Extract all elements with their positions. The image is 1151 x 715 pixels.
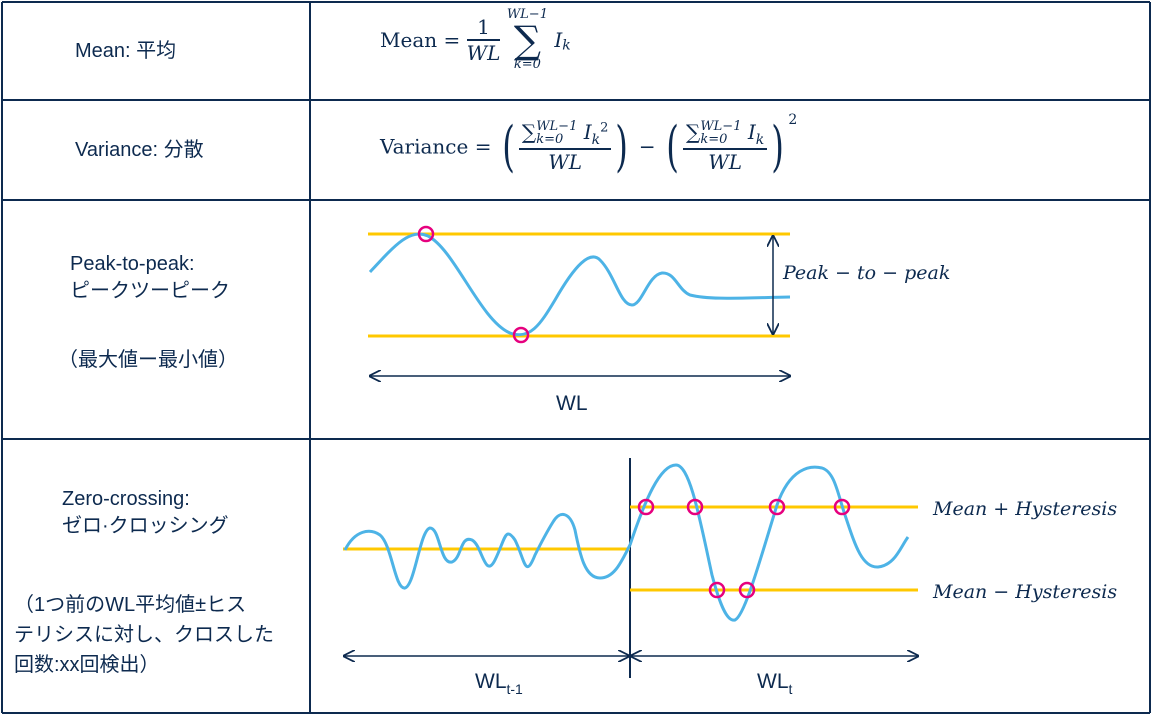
signal-curve bbox=[368, 232, 791, 337]
formula-lhs: Mean bbox=[380, 28, 438, 52]
table-border bbox=[1149, 2, 1151, 713]
crossing-marker bbox=[833, 498, 851, 516]
table-border bbox=[2, 712, 1150, 714]
fraction: ∑ WL−1 k=0 Ik2 WL bbox=[518, 120, 612, 174]
crossing-marker bbox=[686, 498, 704, 516]
note-line: 回数:xx回検出） bbox=[14, 654, 160, 676]
peak-label-en: Peak-to-peak: bbox=[70, 253, 195, 275]
lower-label: Mean − Hysteresis bbox=[932, 581, 1117, 603]
sum-lower: k=0 bbox=[513, 57, 541, 72]
table-border bbox=[2, 1, 1150, 3]
crossing-marker bbox=[738, 581, 756, 599]
fraction: 1 WL bbox=[466, 15, 501, 65]
mean-label: Mean: 平均 bbox=[75, 40, 177, 62]
note-line: テリシスに対し、クロスした bbox=[14, 624, 274, 646]
row-divider bbox=[2, 199, 1150, 201]
summation: WL−1 ∑ k=0 bbox=[506, 7, 548, 72]
formula-lhs: Variance bbox=[380, 134, 469, 159]
note-line: （1つ前のWL平均値±ヒス bbox=[14, 594, 247, 616]
max-marker bbox=[417, 225, 435, 243]
formula-eq: = bbox=[443, 28, 461, 52]
numerator: 1 bbox=[466, 15, 501, 41]
peak-label-ja: ピークツーピーク bbox=[70, 280, 230, 302]
row-divider bbox=[2, 438, 1150, 440]
table-border bbox=[1, 2, 3, 713]
range-label: Peak − to − peak bbox=[782, 262, 950, 284]
upper-label: Mean + Hysteresis bbox=[932, 498, 1117, 520]
window-label: WL bbox=[556, 392, 588, 415]
row-divider bbox=[2, 99, 1150, 101]
crossing-marker bbox=[768, 498, 786, 516]
min-marker bbox=[512, 326, 530, 344]
crossing-markers bbox=[637, 498, 851, 599]
minus: − bbox=[638, 134, 656, 159]
crossing-marker bbox=[637, 498, 655, 516]
zc-label-ja: ゼロ·クロッシング bbox=[62, 515, 229, 537]
column-divider bbox=[309, 2, 311, 713]
sum-upper: WL−1 bbox=[506, 7, 548, 22]
formula-eq: = bbox=[474, 134, 492, 159]
mean-formula: Mean = 1 WL WL−1 ∑ k=0 Ik bbox=[380, 8, 571, 72]
crossing-marker bbox=[708, 581, 726, 599]
prev-window-label: WLt-1 bbox=[475, 670, 523, 697]
zero-crossing-label: Zero-crossing: ゼロ·クロッシング bbox=[62, 486, 229, 540]
denominator: WL bbox=[466, 41, 501, 65]
peak-note: （最大値ー最小値） bbox=[58, 349, 238, 371]
curr-signal-curve bbox=[628, 463, 910, 622]
term-sub: k bbox=[562, 37, 571, 54]
term: I bbox=[554, 28, 563, 52]
prev-signal-curve bbox=[343, 513, 632, 590]
zc-label-en: Zero-crossing: bbox=[62, 488, 190, 510]
fraction: ∑ WL−1 k=0 Ik WL bbox=[683, 120, 768, 174]
curr-window-label: WLt bbox=[757, 670, 793, 697]
peak-label: Peak-to-peak: ピークツーピーク bbox=[70, 251, 230, 305]
zero-crossing-note: （1つ前のWL平均値±ヒス テリシスに対し、クロスした 回数:xx回検出） bbox=[14, 590, 274, 680]
variance-label: Variance: 分散 bbox=[75, 139, 204, 161]
variance-formula: Variance = (∑ WL−1 k=0 Ik2 WL) − (∑ WL−1 k=0 … bbox=[380, 112, 798, 178]
